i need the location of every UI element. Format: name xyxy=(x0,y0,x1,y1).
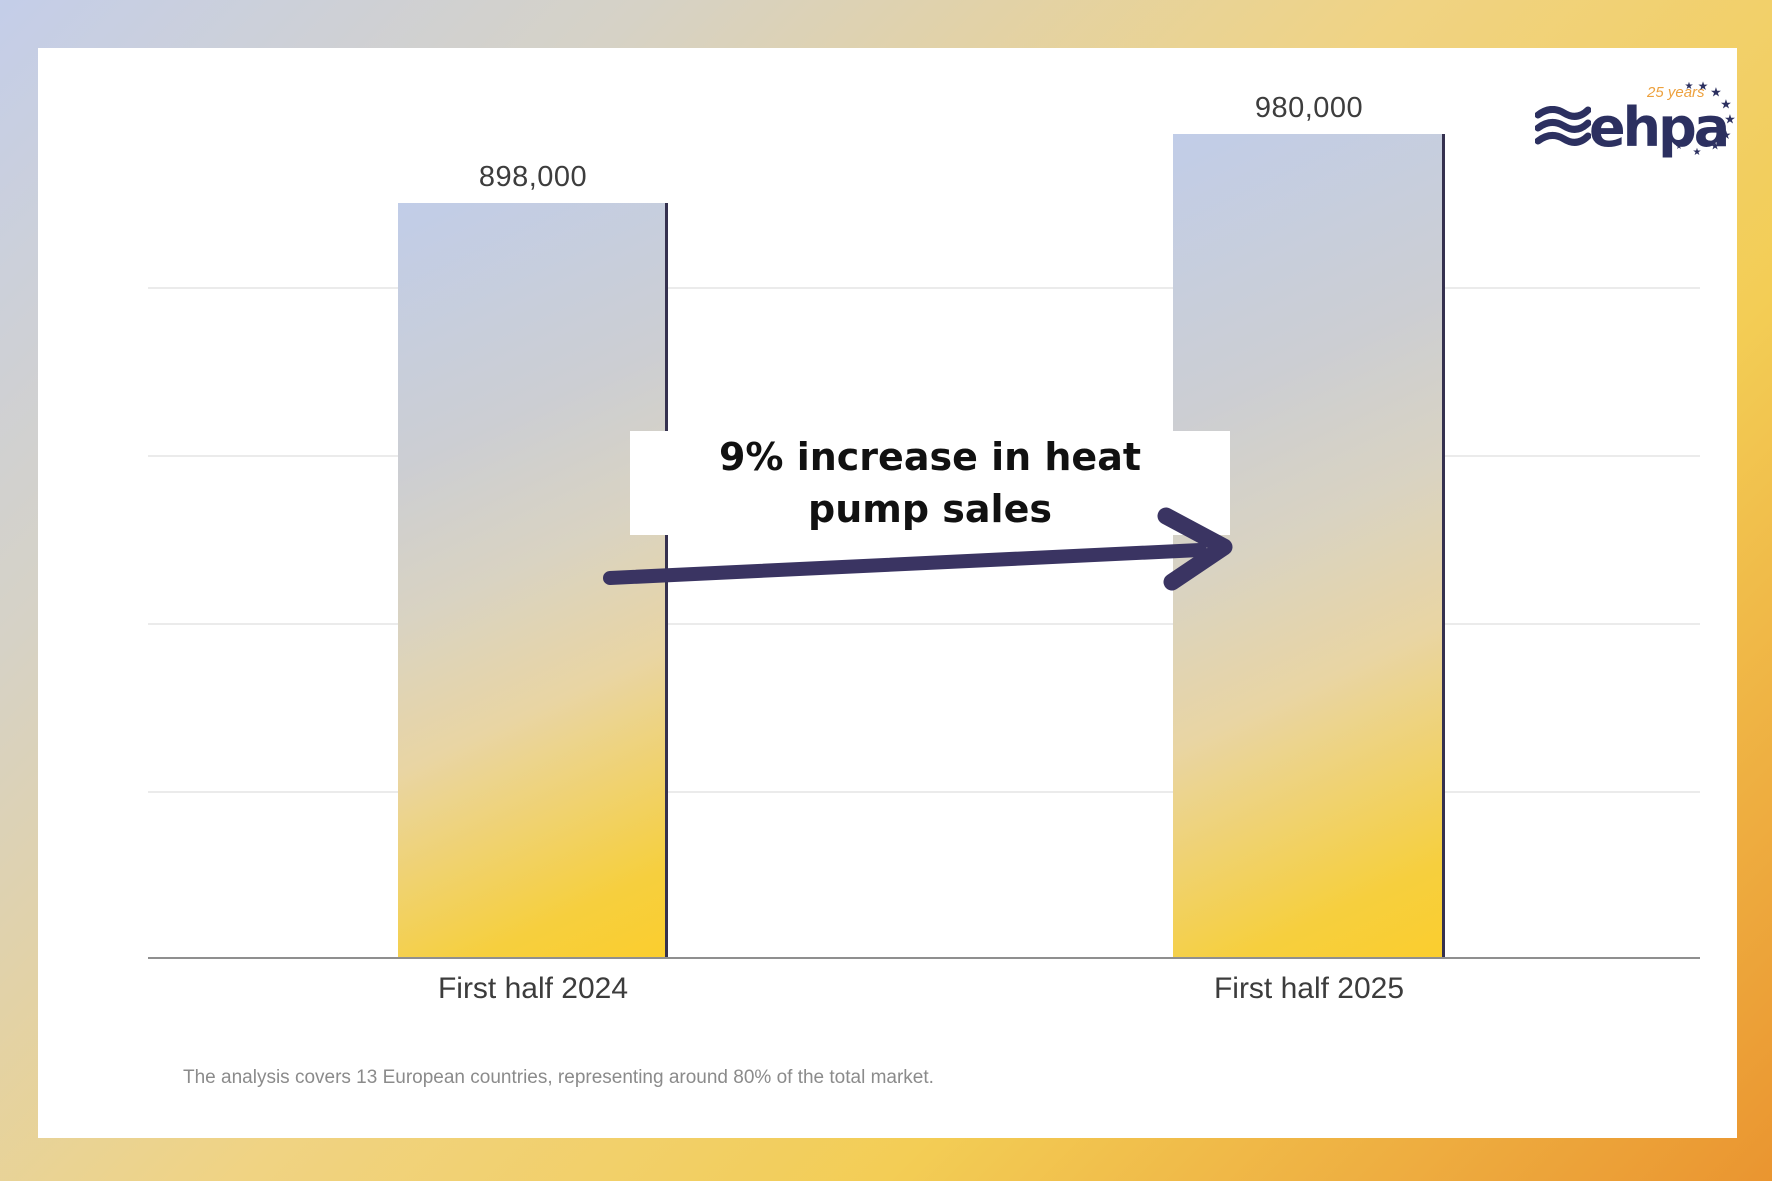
eu-star-icon: ★ xyxy=(1720,128,1732,142)
ehpa-wordmark: ehpa xyxy=(1589,96,1730,159)
gridline-200k xyxy=(148,791,1700,793)
eu-star-icon: ★ xyxy=(1724,111,1736,127)
annotation-text: 9% increase in heat pump sales xyxy=(630,431,1230,535)
gridline-800k xyxy=(148,287,1700,289)
annotation-line-1: 9% increase in heat xyxy=(718,435,1142,479)
bar-2024 xyxy=(398,203,668,957)
eu-star-icon: ★ xyxy=(1697,79,1709,93)
gridline-400k xyxy=(148,623,1700,625)
x-axis-line xyxy=(148,957,1700,959)
footnote-text: The analysis covers 13 European countrie… xyxy=(183,1067,934,1088)
eu-star-icon: ★ xyxy=(1710,84,1722,100)
ehpa-logo: ehpa 25 years ★ ★ ★ ★ ★ ★ ★ ★ ★ xyxy=(1533,70,1748,180)
eu-star-icon: ★ xyxy=(1675,142,1683,151)
x-axis-label-2024: First half 2024 xyxy=(437,972,629,1005)
ehpa-waves-icon xyxy=(1535,106,1591,146)
bar-2025 xyxy=(1173,134,1445,957)
eu-star-icon: ★ xyxy=(1684,81,1694,92)
eu-star-icon: ★ xyxy=(1720,96,1732,112)
bar-value-label-2025: 980,000 xyxy=(1254,92,1364,124)
bar-value-label-2024: 898,000 xyxy=(478,161,588,193)
chart-panel: 898,000 980,000 First half 2024 First ha… xyxy=(38,48,1737,1138)
bar-group-2024: 898,000 xyxy=(398,161,668,957)
eu-star-icon: ★ xyxy=(1692,147,1702,158)
eu-star-icon: ★ xyxy=(1710,140,1720,153)
x-axis-label-2025: First half 2025 xyxy=(1213,972,1405,1005)
ehpa-tagline: 25 years xyxy=(1647,84,1705,101)
increase-arrow-icon xyxy=(603,507,1233,591)
annotation-line-2: pump sales xyxy=(808,487,1052,531)
